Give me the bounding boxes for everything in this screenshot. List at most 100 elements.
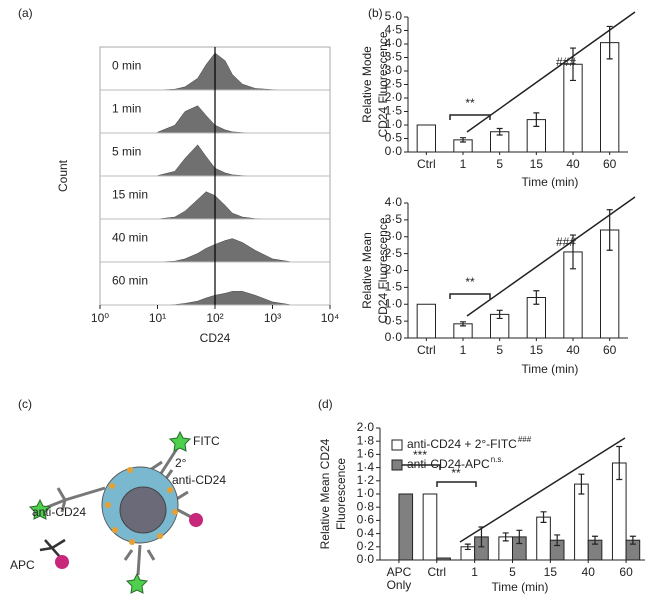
x-tick-label: 40 — [582, 565, 596, 579]
x-tick-label: 60 — [603, 157, 617, 171]
y-axis-label: Count — [56, 159, 70, 192]
error-bar — [464, 543, 471, 551]
bar — [536, 516, 551, 561]
x-tick-label: Ctrl — [417, 157, 436, 171]
histogram — [157, 52, 290, 91]
y-axis-label: Relative Mode — [360, 46, 374, 123]
y-axis-label: CD24 Fluorescence — [376, 31, 390, 137]
y-axis-label: Relative Mean — [360, 232, 374, 309]
diagram-label: APC — [10, 558, 35, 572]
error-bar — [533, 112, 540, 127]
diagram-label: FITC — [193, 434, 220, 448]
error-bar — [478, 526, 485, 548]
legend-swatch — [391, 459, 403, 471]
histogram — [157, 291, 291, 306]
annotation-lines — [399, 11, 636, 543]
x-tick-label: Ctrl — [417, 343, 436, 357]
legend-superscript: ### — [518, 435, 532, 444]
legend-label: anti-CD24 + 2°-FITC — [407, 437, 517, 451]
x-axis-label: Time (min) — [492, 580, 549, 594]
y-tick-label: 4·0 — [385, 195, 403, 209]
error-bar — [616, 445, 623, 481]
row-label: 15 min — [112, 188, 148, 202]
y-tick-label: 0·2 — [357, 539, 375, 553]
panel-label: (c) — [18, 397, 32, 411]
x-tick-label: 60 — [619, 565, 633, 579]
x-tick-label: 10¹ — [149, 311, 166, 325]
error-bar — [460, 321, 466, 327]
x-tick-label: 10³ — [264, 311, 281, 325]
y-tick-label: 0·5 — [385, 313, 403, 327]
x-tick-label: 5 — [496, 343, 503, 357]
y-tick-label: 2·0 — [385, 90, 403, 104]
y-tick-label: 3·5 — [385, 212, 403, 226]
y-tick-label: 1·0 — [385, 296, 403, 310]
y-tick-label: 0·0 — [385, 330, 403, 344]
annotation: ** — [451, 466, 461, 480]
bar — [422, 493, 438, 561]
y-tick-label: 5·0 — [385, 9, 403, 23]
annotation: ### — [556, 235, 576, 249]
error-bar — [629, 535, 636, 545]
x-tick-label: Ctrl — [427, 565, 446, 579]
y-tick-label: 1·2 — [357, 473, 375, 487]
panel-label: (b) — [368, 6, 383, 20]
x-tick-label: 60 — [603, 343, 617, 357]
legend-superscript: n.s. — [491, 455, 504, 464]
row-label: 0 min — [112, 59, 141, 73]
row-label: 60 min — [112, 274, 148, 288]
y-axis-label: Relative Mean CD24 — [318, 438, 332, 549]
y-tick-label: 1·5 — [385, 104, 403, 118]
y-tick-label: 3·0 — [385, 63, 403, 77]
x-tick-label: 40 — [566, 343, 580, 357]
error-bar — [592, 535, 599, 545]
y-tick-label: 0·0 — [357, 552, 375, 566]
histogram — [157, 144, 290, 177]
histogram — [157, 105, 290, 134]
bar — [416, 124, 436, 153]
y-tick-label: 4·0 — [385, 36, 403, 50]
y-tick-label: 1·8 — [357, 433, 375, 447]
x-tick-label: 15 — [530, 157, 544, 171]
bar — [574, 483, 589, 561]
error-bar — [570, 47, 576, 82]
legend-swatch — [391, 439, 403, 451]
panel-label: (d) — [318, 397, 333, 411]
diagram: FITC 2° anti-CD24 anti-CD24 APC — [10, 430, 226, 594]
error-bar — [578, 473, 585, 495]
y-tick-label: 4·5 — [385, 23, 403, 37]
x-tick-label: 1 — [460, 157, 467, 171]
diagram-label: 2° — [175, 456, 187, 470]
x-tick-label: 10⁴ — [321, 311, 340, 325]
error-bar — [554, 534, 561, 547]
y-tick-label: 2·0 — [357, 420, 375, 434]
legend-label: anti-CD24-APC — [407, 457, 490, 471]
error-bar — [570, 234, 576, 270]
error-bar — [540, 511, 547, 523]
x-tick-label: 5 — [509, 565, 516, 579]
y-tick-label: 1·4 — [357, 460, 375, 474]
bar — [398, 493, 414, 561]
error-bar — [533, 290, 540, 305]
y-tick-label: 1·6 — [357, 447, 375, 461]
y-tick-label: 0·8 — [357, 499, 375, 513]
x-tick-label: 10² — [206, 311, 223, 325]
y-tick-label: 1·0 — [357, 486, 375, 500]
y-tick-label: 3·5 — [385, 50, 403, 64]
diagram-label: anti-CD24 — [32, 505, 86, 519]
y-tick-label: 0·4 — [357, 526, 375, 540]
y-axis-label: CD24 Fluorescence — [376, 217, 390, 323]
bar — [416, 303, 436, 339]
y-tick-label: 1·0 — [385, 117, 403, 131]
x-tick-label: 1 — [471, 565, 478, 579]
row-label: 40 min — [112, 231, 148, 245]
x-axis-label: Time (min) — [522, 175, 579, 189]
row-label: 1 min — [112, 102, 141, 116]
error-bar — [606, 25, 613, 60]
row-label: 5 min — [112, 145, 141, 159]
x-axis-label: CD24 — [200, 331, 231, 345]
error-bar — [606, 209, 613, 251]
annotation: ** — [465, 96, 475, 110]
annotation: *** — [413, 448, 427, 462]
